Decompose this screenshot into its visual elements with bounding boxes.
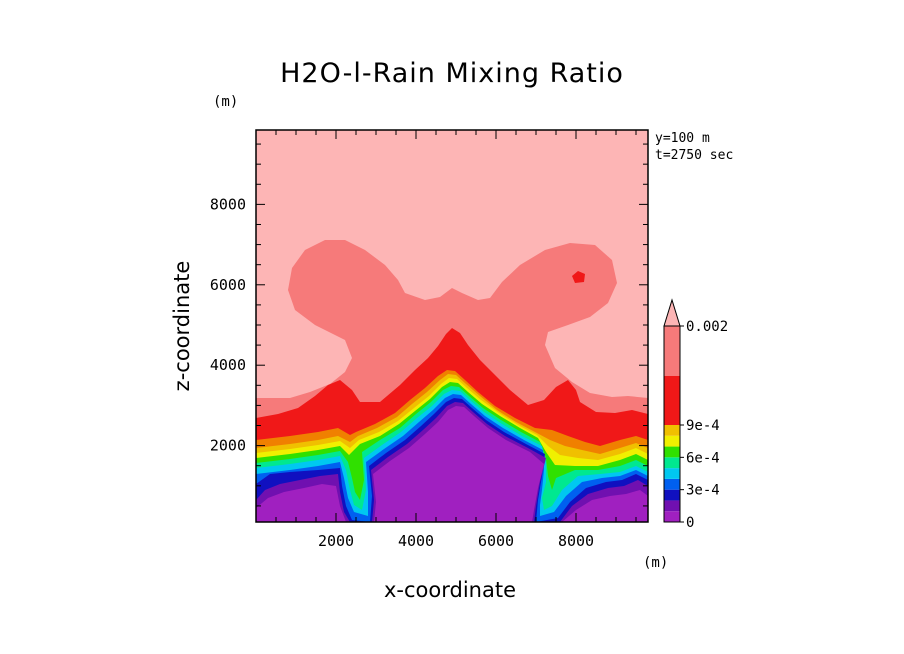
colorbar-bin <box>664 435 680 447</box>
y-tick-label: 8000 <box>210 195 246 213</box>
x-tick-label: 8000 <box>558 532 594 550</box>
plot-frame <box>255 129 649 523</box>
colorbar-bin <box>664 326 680 376</box>
contour-region-purple <box>256 406 648 522</box>
colorbar: 0 3e-4 6e-4 9e-4 0.002 <box>663 298 728 531</box>
colorbar-extend-arrow <box>663 298 681 327</box>
colorbar-bin <box>664 446 680 458</box>
y-tick-label: 2000 <box>210 437 246 455</box>
colorbar-label: 6e-4 <box>686 450 720 466</box>
colorbar-bin <box>664 457 680 469</box>
y-unit-label: (m) <box>213 94 239 110</box>
colorbar-label: 0.002 <box>686 319 728 335</box>
colorbar-label: 0 <box>686 515 694 531</box>
x-tick-label: 6000 <box>478 532 514 550</box>
colorbar-bin <box>664 425 680 436</box>
colorbar-bin <box>664 489 680 501</box>
y-tick-label: 4000 <box>210 356 246 374</box>
x-tick-label: 4000 <box>398 532 434 550</box>
contour-fill-group <box>256 130 648 522</box>
colorbar-bin <box>664 478 680 490</box>
annotation-block: y=100 m t=2750 sec <box>655 130 733 164</box>
contour-red-dot <box>572 271 585 283</box>
y-axis: 2000 4000 6000 8000 <box>210 143 648 507</box>
colorbar-bin <box>664 500 680 512</box>
colorbar-bin <box>664 468 680 479</box>
x-tick-label: 2000 <box>318 532 354 550</box>
colorbar-label: 3e-4 <box>686 483 720 499</box>
chart-title: H2O-l-Rain Mixing Ratio <box>280 58 624 89</box>
x-axis-label: x-coordinate <box>383 578 516 602</box>
colorbar-label: 9e-4 <box>686 418 720 434</box>
x-unit-label: (m) <box>643 555 669 571</box>
annotation-t: t=2750 sec <box>655 148 734 163</box>
colorbar-frame <box>663 325 681 523</box>
colorbar-bin <box>664 511 680 522</box>
annotation-y: y=100 m <box>655 131 710 146</box>
colorbar-bin <box>664 376 680 425</box>
y-tick-label: 6000 <box>210 276 246 294</box>
x-axis: 2000 4000 6000 8000 <box>275 130 637 550</box>
